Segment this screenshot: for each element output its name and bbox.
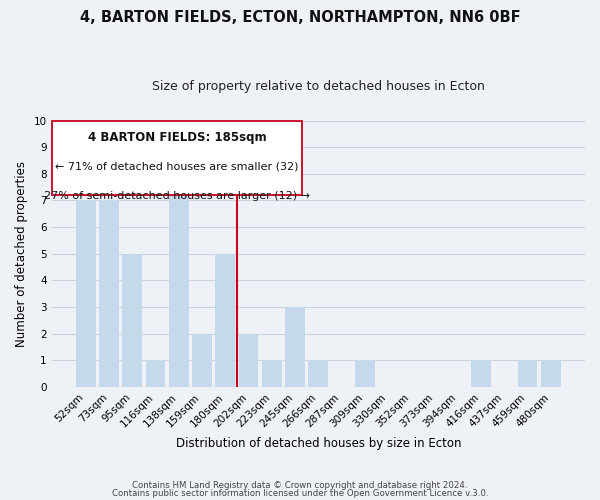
Bar (308, 360, 328, 387)
Bar (518, 360, 538, 387)
Text: 27% of semi-detached houses are larger (12) →: 27% of semi-detached houses are larger (… (44, 191, 310, 201)
Y-axis label: Number of detached properties: Number of detached properties (15, 161, 28, 347)
Bar (262, 360, 281, 387)
FancyBboxPatch shape (52, 120, 302, 195)
X-axis label: Distribution of detached houses by size in Ecton: Distribution of detached houses by size … (176, 437, 461, 450)
Bar (215, 254, 235, 387)
Bar (541, 360, 561, 387)
Text: 4, BARTON FIELDS, ECTON, NORTHAMPTON, NN6 0BF: 4, BARTON FIELDS, ECTON, NORTHAMPTON, NN… (80, 10, 520, 25)
Bar (146, 360, 166, 387)
Bar (355, 360, 374, 387)
Bar (471, 360, 491, 387)
Bar (192, 334, 212, 387)
Text: ← 71% of detached houses are smaller (32): ← 71% of detached houses are smaller (32… (55, 162, 299, 172)
Text: Contains public sector information licensed under the Open Government Licence v.: Contains public sector information licen… (112, 488, 488, 498)
Title: Size of property relative to detached houses in Ecton: Size of property relative to detached ho… (152, 80, 485, 93)
Bar (169, 174, 188, 387)
Text: Contains HM Land Registry data © Crown copyright and database right 2024.: Contains HM Land Registry data © Crown c… (132, 481, 468, 490)
Bar (76, 200, 95, 387)
Text: 4 BARTON FIELDS: 185sqm: 4 BARTON FIELDS: 185sqm (88, 131, 266, 144)
Bar (285, 307, 305, 387)
Bar (122, 254, 142, 387)
Bar (239, 334, 259, 387)
Bar (99, 200, 119, 387)
